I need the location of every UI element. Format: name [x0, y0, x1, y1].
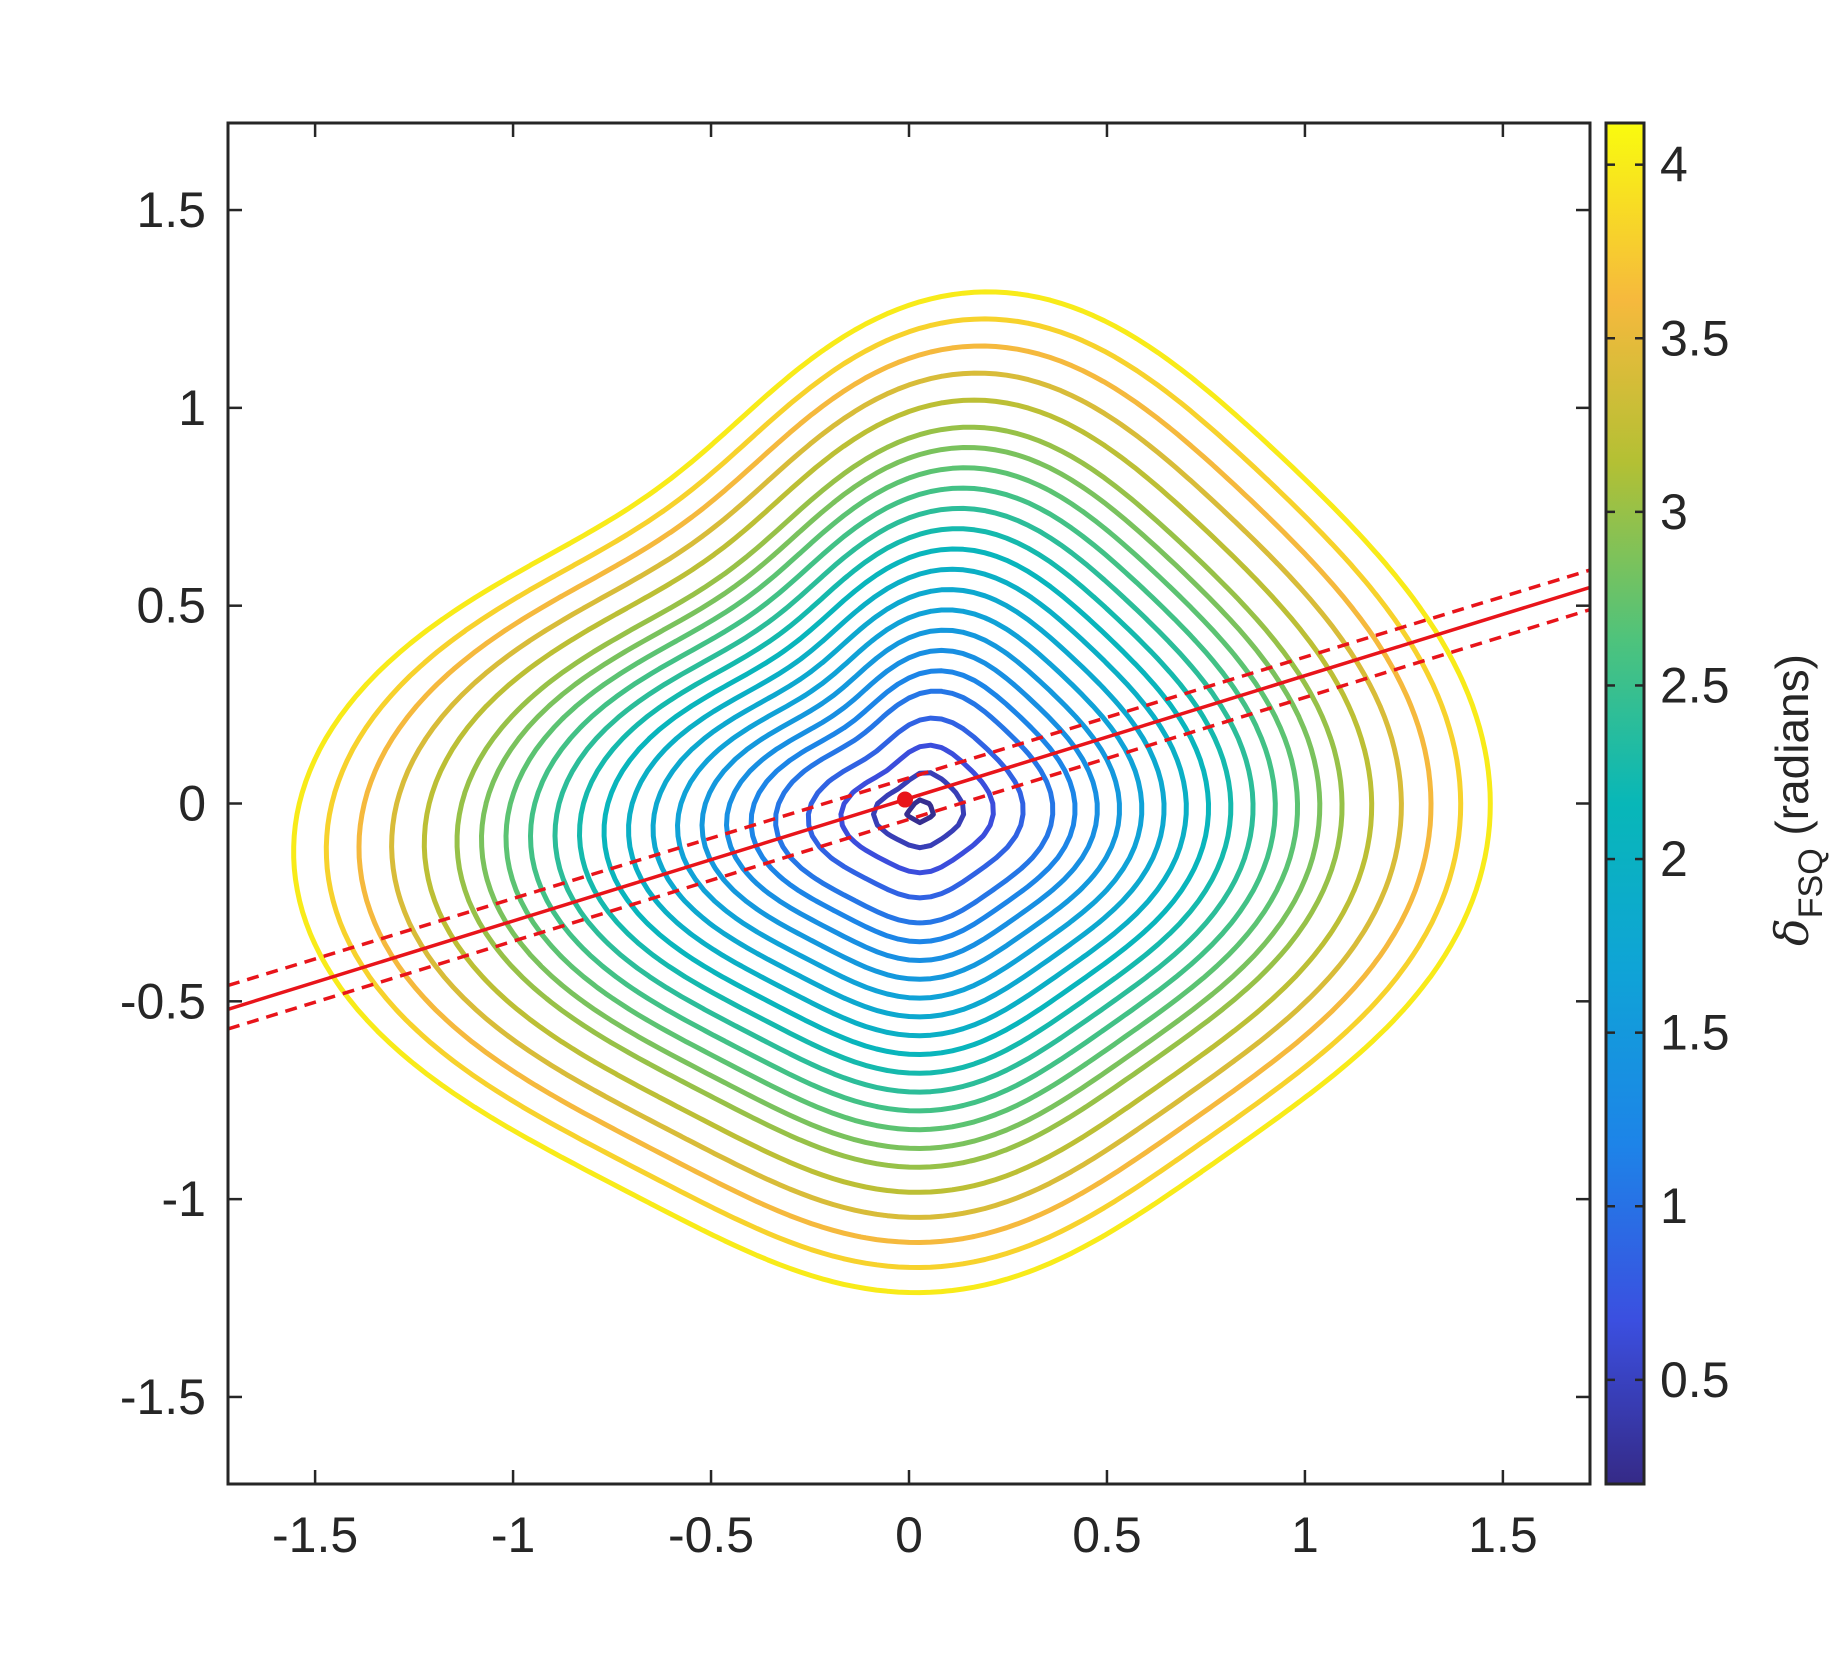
confidence-line-1	[228, 607, 1590, 1031]
x-tick-label: -0.5	[668, 1507, 754, 1563]
contour-level-8	[675, 607, 1145, 1001]
colorbar-tick-label: 3	[1660, 484, 1688, 540]
contour-level-1	[871, 770, 967, 851]
contour-level-0	[904, 797, 936, 826]
y-tick-label: -1.5	[120, 1369, 206, 1425]
confidence-line-0	[228, 568, 1590, 988]
y-tick-label: 1	[178, 380, 206, 436]
contour-level-21	[323, 316, 1464, 1270]
colorbar-tick-label: 4	[1660, 137, 1688, 193]
x-tick-label: 0	[895, 1507, 923, 1563]
contour-level-17	[454, 424, 1345, 1170]
colorbar-tick-label: 3.5	[1660, 310, 1730, 366]
colorbar-tick-label: 2	[1660, 831, 1688, 887]
contour-level-15	[503, 465, 1300, 1133]
contour-level-9	[650, 587, 1167, 1020]
colorbar-tick-label: 2.5	[1660, 657, 1730, 713]
y-tick-label: 0.5	[136, 578, 206, 634]
colorbar-tick-label: 1.5	[1660, 1005, 1730, 1061]
colorbar-tick-label: 0.5	[1660, 1352, 1730, 1408]
y-tick-label: 0	[178, 776, 206, 832]
y-tick-label: -0.5	[120, 973, 206, 1029]
colorbar-title-subscript: FSQ	[1792, 848, 1830, 918]
contour-lines	[291, 289, 1493, 1296]
colorbar-title-suffix: (radians)	[1766, 654, 1818, 848]
contour-level-6	[724, 647, 1100, 963]
colorbar-tick-label: 1	[1660, 1178, 1688, 1234]
contour-level-4	[773, 688, 1056, 926]
contour-level-16	[479, 445, 1323, 1151]
contour-level-18	[421, 397, 1375, 1195]
colorbar	[1604, 121, 1646, 1486]
contour-level-14	[528, 485, 1278, 1114]
x-tick-label: -1	[491, 1507, 535, 1563]
fit-lines	[228, 568, 1590, 1031]
x-tick-label: 1.5	[1468, 1507, 1538, 1563]
center-point	[897, 791, 914, 808]
contour-level-10	[626, 566, 1189, 1039]
y-tick-label: -1	[162, 1171, 206, 1227]
contour-level-19	[389, 370, 1404, 1220]
contour-level-12	[577, 526, 1234, 1076]
y-tick-label: 1.5	[136, 182, 206, 238]
contour-level-11	[601, 546, 1211, 1057]
x-tick-label: -1.5	[272, 1507, 358, 1563]
contour-level-13	[552, 505, 1256, 1095]
contour-level-7	[699, 627, 1122, 982]
contour-level-5	[748, 668, 1078, 945]
colorbar-ticks: 0.5 1 1.5 2 2.5 3 3.5 4	[1606, 137, 1730, 1408]
axes-ticks: -1.5 -1 -0.5 0 0.5 1 1.5 -1.5 -1 -0.5 0 0.5 1 1.5	[120, 123, 1590, 1563]
colorbar-title-symbol: δ	[1765, 918, 1819, 946]
contour-level-3	[805, 715, 1026, 901]
contour-level-22	[291, 289, 1493, 1296]
x-tick-label: 0.5	[1072, 1507, 1142, 1563]
x-tick-label: 1	[1291, 1507, 1319, 1563]
contour-level-20	[356, 343, 1434, 1245]
colorbar-title: δFSQ (radians)	[1765, 654, 1830, 946]
contour-level-2	[838, 742, 996, 876]
